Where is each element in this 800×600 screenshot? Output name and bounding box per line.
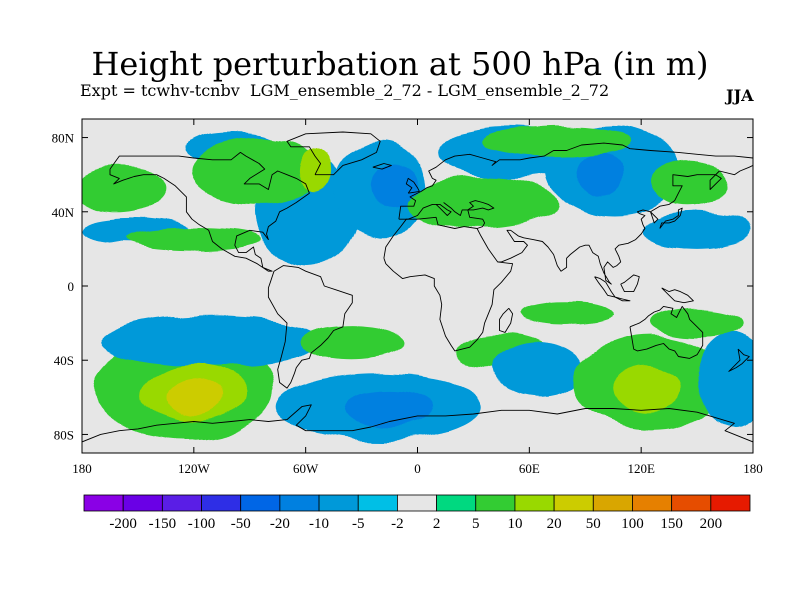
x-tick-label: 0 (414, 461, 421, 476)
contour-region (128, 228, 260, 251)
colorbar-box (592, 494, 633, 512)
coastline (405, 177, 420, 194)
colorbar-box (632, 494, 673, 512)
coastline (659, 207, 683, 229)
x-tick-label: 60W (293, 461, 319, 476)
coastline (497, 164, 753, 285)
contour-region (650, 161, 726, 207)
y-tick-label: 80N (52, 131, 75, 146)
x-tick-label: 120W (178, 461, 211, 476)
contour-region (100, 315, 325, 368)
colorbar-box (240, 494, 281, 512)
contour-region (193, 137, 325, 205)
coastline (614, 296, 631, 302)
colorbar-box (671, 494, 712, 512)
coastline (499, 307, 514, 333)
coastline (398, 203, 452, 220)
y-tick-label: 0 (68, 279, 75, 294)
coastline (620, 274, 640, 293)
colorbar-label: -20 (270, 516, 290, 532)
y-tick-label: 80S (54, 427, 74, 442)
colorbar-label: -10 (309, 516, 329, 532)
colorbar-label: 100 (621, 516, 644, 532)
colorbar-box (710, 494, 751, 512)
y-tick-label: 40S (54, 353, 74, 368)
coastline (629, 305, 704, 359)
x-tick-label: 60E (519, 461, 540, 476)
coastline (267, 265, 353, 389)
colorbar: -200 -150 -100 -50 -20 -10 -5 -2 2 5 10 20 50 100 150 2… (83, 494, 751, 532)
colorbar-label: 20 (547, 516, 562, 532)
colorbar-box (122, 494, 163, 512)
x-tick-label: 180 (72, 461, 92, 476)
colorbar-box (397, 494, 437, 512)
coastline-layer (82, 131, 753, 443)
contour-region (613, 365, 681, 411)
colorbar-label: 200 (700, 516, 723, 532)
colorbar-box (161, 494, 202, 512)
colorbar-box (475, 494, 516, 512)
colorbar-box (357, 494, 398, 512)
x-tick-label: 120E (627, 461, 655, 476)
colorbar-box (436, 494, 477, 512)
colorbar-label: -100 (188, 516, 216, 532)
colorbar-box (83, 494, 124, 512)
coastline (286, 131, 381, 176)
colorbar-box (318, 494, 359, 512)
coastline (728, 348, 750, 372)
axis-ticks: 180 120W 60W 0 60E 120E 180 80N 40N 0 40S 80S (52, 119, 763, 476)
contour-region (577, 152, 623, 197)
contour-region (82, 167, 166, 212)
contour-fill-layer (82, 126, 753, 441)
colorbar-label: -150 (149, 516, 177, 532)
coastline (109, 151, 310, 272)
colorbar-label: 5 (472, 516, 480, 532)
contour-region (650, 308, 744, 338)
x-tick-label: 180 (743, 461, 763, 476)
colorbar-box (201, 494, 242, 512)
experiment-label: Expt = tcwhv-tcnbv (80, 81, 240, 100)
season-label: JJA (726, 86, 754, 105)
colorbar-label: 50 (586, 516, 601, 532)
coastline (372, 163, 392, 170)
chart-title: Height perturbation at 500 hPa (in m) (91, 45, 709, 83)
contour-region (520, 302, 614, 325)
contour-region (300, 323, 405, 361)
contour-region (164, 378, 224, 416)
coastline (467, 200, 495, 211)
colorbar-label: -5 (352, 516, 365, 532)
contour-region (697, 332, 753, 426)
coastline (398, 142, 753, 220)
colorbar-label: -200 (109, 516, 137, 532)
contour-region (296, 148, 334, 194)
ensemble-label: LGM_ensemble_2_72 - LGM_ensemble_2_72 (250, 81, 610, 100)
contour-region (492, 341, 586, 398)
colorbar-box (553, 494, 594, 512)
colorbar-box (514, 494, 555, 512)
y-tick-label: 40N (52, 205, 75, 220)
colorbar-label: 2 (433, 516, 441, 532)
contour-region (482, 126, 632, 157)
contour-region (641, 211, 753, 249)
contour-region (342, 389, 437, 428)
colorbar-label: 10 (507, 516, 522, 532)
colorbar-label: 150 (660, 516, 683, 532)
colorbar-label: -2 (391, 516, 404, 532)
coastline (383, 216, 514, 352)
colorbar-label: -50 (231, 516, 251, 532)
coastline (661, 287, 694, 304)
colorbar-box (279, 494, 320, 512)
contour-region (372, 163, 418, 209)
coastline (82, 404, 753, 443)
